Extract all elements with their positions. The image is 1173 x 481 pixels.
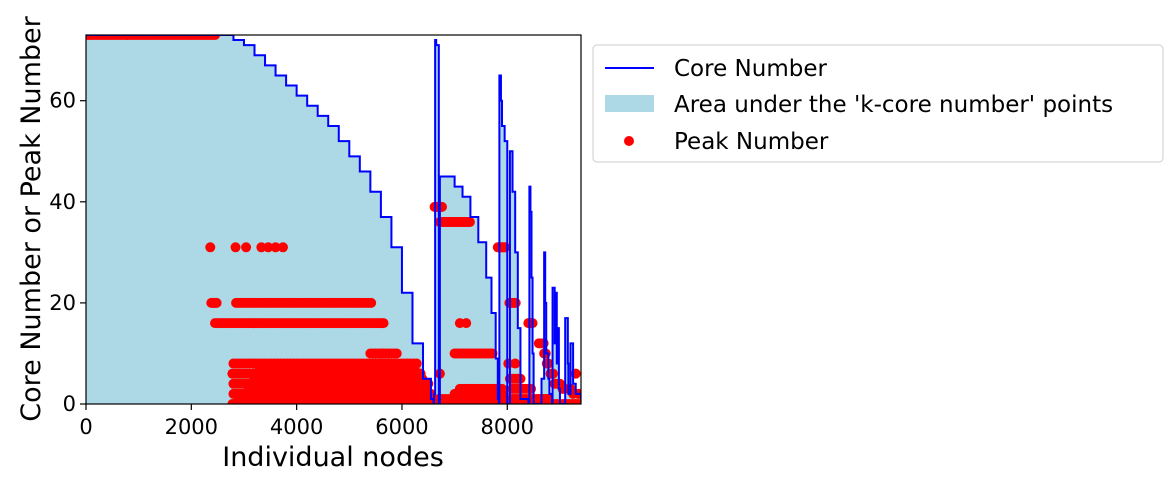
x-tick-label: 4000 bbox=[270, 415, 323, 439]
peak-point bbox=[277, 242, 288, 253]
y-tick-label: 60 bbox=[49, 89, 76, 113]
y-tick-label: 20 bbox=[49, 291, 76, 315]
legend-peak-label: Peak Number bbox=[674, 129, 829, 155]
peak-point bbox=[210, 35, 221, 40]
core-number-line bbox=[86, 35, 581, 404]
x-tick-label: 0 bbox=[79, 415, 92, 439]
peak-point bbox=[230, 242, 241, 253]
peak-point bbox=[241, 242, 252, 253]
peak-point bbox=[263, 242, 274, 253]
x-axis-label: Individual nodes bbox=[222, 442, 444, 473]
area-under-core bbox=[86, 35, 581, 404]
peak-point bbox=[378, 318, 389, 329]
legend-area-label: Area under the 'k-core number' points bbox=[674, 92, 1113, 118]
x-tick-label: 2000 bbox=[165, 415, 218, 439]
peak-point bbox=[366, 297, 377, 308]
legend-core-label: Core Number bbox=[674, 56, 827, 82]
peak-point bbox=[205, 242, 216, 253]
y-tick-label: 40 bbox=[49, 190, 76, 214]
y-tick-label: 0 bbox=[63, 392, 76, 416]
x-tick-label: 6000 bbox=[375, 415, 428, 439]
plot-frame bbox=[85, 34, 582, 405]
y-axis-label: Core Number or Peak Number bbox=[16, 15, 47, 421]
peak-point bbox=[503, 358, 514, 369]
x-tick-label: 8000 bbox=[481, 415, 534, 439]
legend-peak-swatch bbox=[624, 136, 634, 146]
peak-point bbox=[510, 297, 521, 308]
legend: Core Number Area under the 'k-core numbe… bbox=[592, 44, 1164, 163]
legend-box bbox=[592, 44, 1164, 163]
legend-area-swatch bbox=[605, 95, 654, 112]
peak-point bbox=[573, 399, 581, 404]
peak-point bbox=[461, 318, 472, 329]
peak-point bbox=[391, 348, 402, 359]
peak-point bbox=[211, 297, 222, 308]
peak-point bbox=[256, 242, 267, 253]
peak-point bbox=[510, 358, 521, 369]
peak-point bbox=[464, 217, 475, 228]
peak-point bbox=[270, 242, 281, 253]
peak-point bbox=[500, 242, 511, 253]
